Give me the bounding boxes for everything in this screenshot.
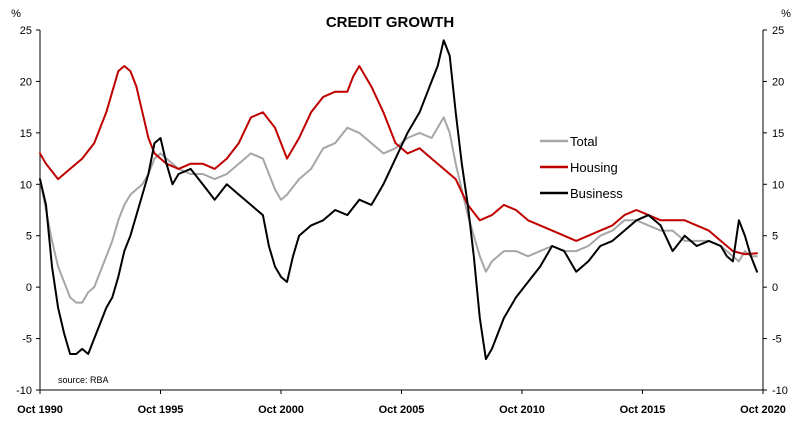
legend-label-business: Business xyxy=(570,186,623,201)
series-line-business xyxy=(39,39,758,361)
y-tick-label-left: 25 xyxy=(20,25,32,37)
y-tick-label-left: 10 xyxy=(20,179,32,191)
series-line-housing xyxy=(39,65,758,256)
chart-title: CREDIT GROWTH xyxy=(326,14,454,31)
left-axis-unit: % xyxy=(11,8,21,20)
x-tick-label: Oct 2020 xyxy=(740,404,786,416)
y-tick-label-right: -5 xyxy=(772,334,782,346)
legend-label-housing: Housing xyxy=(570,160,618,175)
y-tick-label-right: 0 xyxy=(772,282,778,294)
y-tick-label-right: 20 xyxy=(772,76,784,88)
x-tick-label: Oct 2015 xyxy=(620,404,666,416)
y-tick-label-right: -10 xyxy=(772,385,788,397)
right-axis-unit: % xyxy=(781,8,791,20)
y-tick-label-right: 5 xyxy=(772,231,778,243)
series-lines xyxy=(39,39,758,361)
y-tick-label-left: 0 xyxy=(26,282,32,294)
x-tick-label: Oct 1990 xyxy=(17,404,63,416)
legend-label-total: Total xyxy=(570,134,598,149)
series-line-total xyxy=(39,116,758,304)
x-tick-label: Oct 2000 xyxy=(258,404,304,416)
y-axis-ticks: 25 25 20 20 15 15 10 10 5 5 0 0 -5 -5 -10 -10 xyxy=(16,25,788,397)
y-tick-label-left: 15 xyxy=(20,128,32,140)
x-tick-label: Oct 2005 xyxy=(379,404,425,416)
y-tick-label-right: 25 xyxy=(772,25,784,37)
source-note: source: RBA xyxy=(58,375,109,385)
x-axis-ticks: Oct 1990 Oct 1995 Oct 2000 Oct 2005 Oct 2010… xyxy=(17,390,786,416)
y-tick-label-right: 10 xyxy=(772,179,784,191)
x-tick-label: Oct 1995 xyxy=(138,404,184,416)
x-tick-label: Oct 2010 xyxy=(499,404,545,416)
legend: Total Housing Business xyxy=(540,134,623,201)
y-tick-label-right: 15 xyxy=(772,128,784,140)
y-tick-label-left: 5 xyxy=(26,231,32,243)
y-tick-label-left: -10 xyxy=(16,385,32,397)
y-tick-label-left: -5 xyxy=(22,334,32,346)
y-tick-label-left: 20 xyxy=(20,76,32,88)
plot-frame xyxy=(39,30,764,391)
